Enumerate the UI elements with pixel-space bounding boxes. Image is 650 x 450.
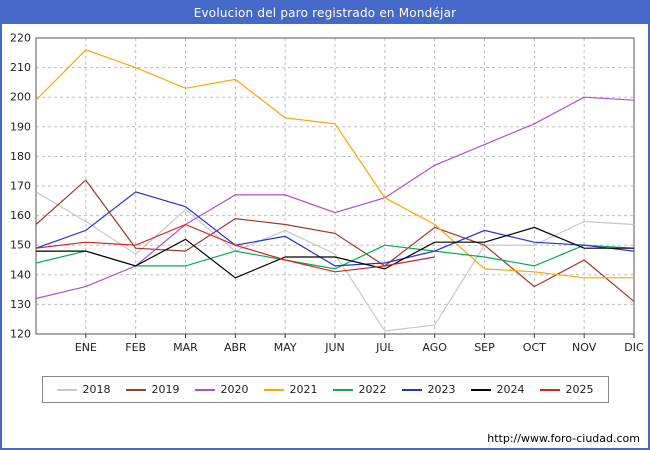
svg-text:NOV: NOV — [572, 341, 597, 354]
legend-item-2022: 2022 — [332, 383, 387, 396]
legend-swatch-2024 — [470, 388, 491, 391]
svg-text:130: 130 — [10, 298, 31, 311]
legend-item-2019: 2019 — [125, 383, 180, 396]
svg-text:SEP: SEP — [474, 341, 495, 354]
legend-item-2021: 2021 — [263, 383, 318, 396]
svg-text:MAY: MAY — [274, 341, 297, 354]
legend-label-2018: 2018 — [82, 383, 111, 396]
legend-swatch-2020 — [194, 388, 215, 391]
svg-text:190: 190 — [10, 120, 31, 133]
legend-label-2025: 2025 — [565, 383, 594, 396]
svg-text:ENE: ENE — [75, 341, 97, 354]
legend-item-2025: 2025 — [539, 383, 594, 396]
legend-label-2023: 2023 — [427, 383, 456, 396]
legend-label-2022: 2022 — [358, 383, 387, 396]
legend-label-2021: 2021 — [289, 383, 318, 396]
line-chart-canvas: 120 130 140 150 160 170 180 190 200 210 220 ENE FEB M… — [10, 32, 644, 355]
svg-text:150: 150 — [10, 239, 31, 252]
chart-legend: 2018 2019 2020 2021 2022 2023 2024 2025 — [41, 376, 609, 403]
page-title: Evolucion del paro registrado en Mondéja… — [193, 6, 457, 20]
legend-item-2023: 2023 — [401, 383, 456, 396]
title-bar: Evolucion del paro registrado en Mondéja… — [2, 2, 648, 24]
svg-text:210: 210 — [10, 61, 31, 74]
legend-swatch-2022 — [332, 388, 353, 391]
svg-text:JUN: JUN — [324, 341, 345, 354]
svg-text:180: 180 — [10, 150, 31, 163]
legend-swatch-2021 — [263, 388, 284, 391]
svg-text:DIC: DIC — [624, 341, 644, 354]
legend-label-2024: 2024 — [496, 383, 525, 396]
svg-text:MAR: MAR — [173, 341, 198, 354]
legend-item-2018: 2018 — [56, 383, 111, 396]
svg-text:200: 200 — [10, 91, 31, 104]
svg-text:170: 170 — [10, 180, 31, 193]
svg-text:220: 220 — [10, 32, 31, 45]
legend-swatch-2018 — [56, 388, 77, 391]
legend-label-2019: 2019 — [151, 383, 180, 396]
svg-text:OCT: OCT — [523, 341, 546, 354]
legend-item-2020: 2020 — [194, 383, 249, 396]
svg-text:JUL: JUL — [375, 341, 394, 354]
legend-item-2024: 2024 — [470, 383, 525, 396]
legend-swatch-2025 — [539, 388, 560, 391]
svg-text:ABR: ABR — [224, 341, 247, 354]
legend-label-2020: 2020 — [220, 383, 249, 396]
chart-area: 120 130 140 150 160 170 180 190 200 210 220 ENE FEB M… — [2, 24, 648, 370]
svg-text:160: 160 — [10, 209, 31, 222]
svg-text:AGO: AGO — [422, 341, 447, 354]
svg-text:120: 120 — [10, 328, 31, 341]
svg-text:FEB: FEB — [125, 341, 146, 354]
svg-text:140: 140 — [10, 268, 31, 281]
footer-url-link[interactable]: http://www.foro-ciudad.com — [487, 432, 640, 445]
legend-swatch-2023 — [401, 388, 422, 391]
legend-swatch-2019 — [125, 388, 146, 391]
